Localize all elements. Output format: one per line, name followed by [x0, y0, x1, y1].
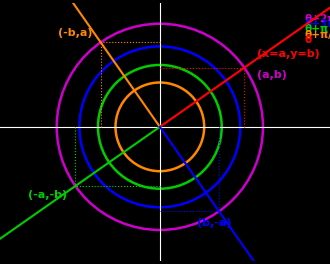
Text: θ+2π: θ+2π — [304, 14, 330, 24]
Text: (x=a,y=b): (x=a,y=b) — [257, 49, 319, 59]
Text: (-b,a): (-b,a) — [58, 28, 92, 38]
Text: (a,b): (a,b) — [257, 70, 286, 80]
Text: θ+π/2: θ+π/2 — [304, 30, 330, 40]
Text: (b,-a): (b,-a) — [197, 218, 231, 228]
Text: θ+3π/2: θ+3π/2 — [304, 19, 330, 29]
Text: (-a,-b): (-a,-b) — [28, 190, 67, 200]
Text: θ: θ — [304, 35, 312, 45]
Text: θ+π: θ+π — [304, 24, 328, 34]
